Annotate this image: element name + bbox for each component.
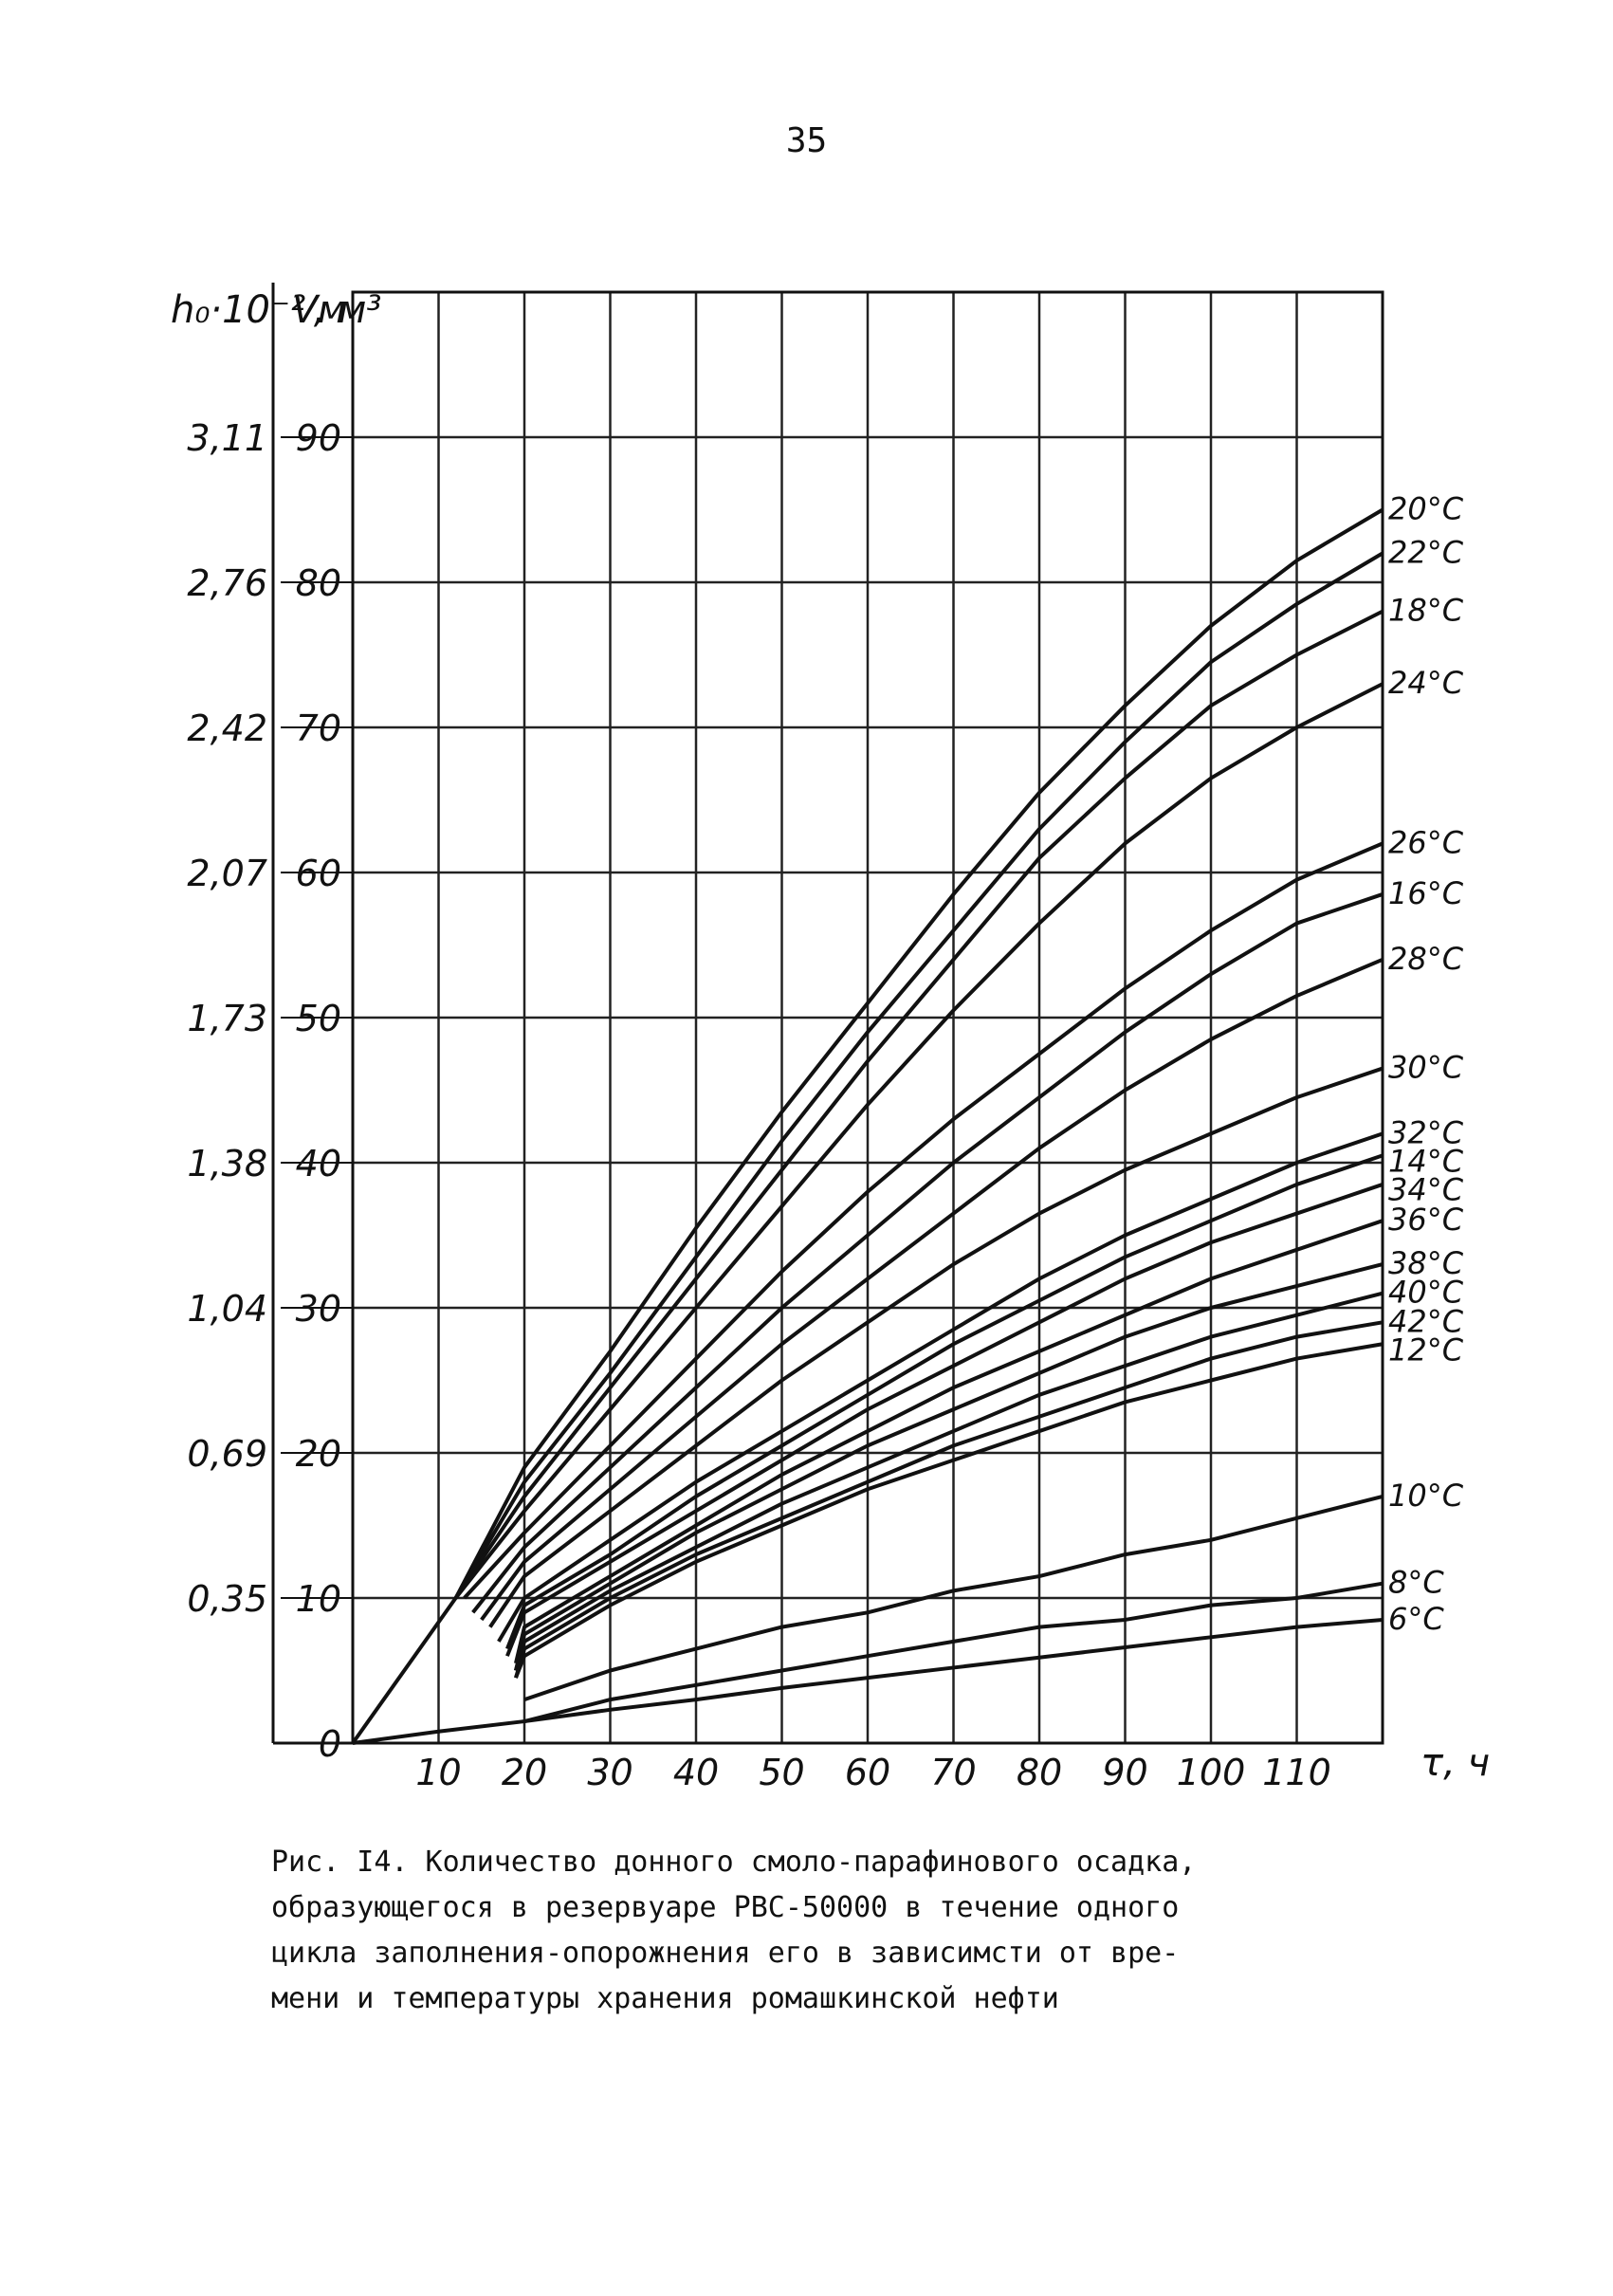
y-tick-label: 40 [296,1143,341,1185]
y2-tick-label: 2,07 [187,853,267,894]
series-line-15 [514,1342,1384,1679]
y-tick-label: 30 [296,1288,341,1330]
y2-tick-label: 1,04 [187,1288,267,1330]
page-number: 35 [785,121,828,160]
series-label: 38°C [1388,1245,1464,1281]
series-line-14 [514,1320,1384,1679]
series-line-11 [514,1219,1384,1664]
series-line-12 [514,1262,1384,1671]
chart-grid [353,292,1383,1743]
series-line-4 [463,841,1384,1600]
y2-tick-label: 0,35 [187,1578,267,1620]
x-tick-label: 70 [930,1752,976,1793]
x-tick-label: 30 [587,1752,632,1793]
x-tick-label: 60 [845,1752,890,1793]
y2-axis-title: h₀·10⁻² м [171,288,346,332]
x-tick-label: 90 [1102,1752,1147,1793]
x-tick-label: 50 [759,1752,804,1793]
y-tick-label: 20 [296,1433,341,1475]
x-tick-label: 80 [1017,1752,1062,1793]
y2-tick-label: 2,76 [187,562,267,604]
series-label: 16°C [1388,875,1464,911]
y-tick-label: 70 [296,707,341,749]
series-label: 36°C [1388,1202,1464,1238]
series-line-13 [514,1291,1384,1672]
series-line-17 [523,1581,1384,1723]
series-label: 22°C [1388,534,1464,570]
series-label: 28°C [1388,941,1464,977]
figure-caption: Рис. I4. Количество донного смоло-парафи… [271,1846,1197,2015]
series-label: 10°C [1388,1478,1464,1514]
series-label: 12°C [1388,1332,1464,1368]
series-label: 40°C [1388,1275,1464,1311]
chart: 10 20 30 40 50 60 70 80 90 100 110 0 10 20 30 40 50 60 70 8… [171,283,1490,1793]
x-tick-label: 40 [673,1752,719,1793]
initial-segment [351,1596,458,1745]
series-label: 26°C [1388,824,1464,860]
series-label: 42°C [1388,1303,1464,1339]
series-line-16 [523,1494,1384,1701]
series-line-10 [505,1183,1384,1657]
y2-tick-label: 3,11 [187,417,267,459]
chart-curves [351,507,1384,1745]
y-tick-label: 90 [296,417,341,459]
y2-tick-label: 0,69 [187,1433,267,1475]
series-label: 8°C [1388,1565,1444,1601]
y-axis-title: V, м³ [292,288,381,332]
y2-tick-label: 2,42 [187,707,267,749]
series-label: 34°C [1388,1171,1464,1207]
series-label: 24°C [1388,665,1464,701]
x-tick-label: 20 [502,1752,547,1793]
x-tick-label: 10 [415,1752,461,1793]
series-label: 6°C [1388,1601,1444,1637]
series-line-7 [488,1066,1384,1628]
series-line-2 [453,609,1384,1600]
x-axis-title: τ, ч [1421,1741,1490,1785]
chart-labels: 10 20 30 40 50 60 70 80 90 100 110 0 10 20 30 40 50 60 70 8… [187,417,1463,1793]
series-line-18 [352,1617,1384,1745]
series-line-5 [471,892,1384,1614]
series-line-0 [453,507,1384,1599]
y-tick-label: 50 [296,998,341,1039]
x-tick-label: 110 [1262,1752,1331,1793]
series-label: 32°C [1388,1114,1464,1150]
series-line-9 [505,1153,1384,1650]
y-tick-label: 60 [296,853,341,894]
series-line-8 [497,1131,1384,1643]
x-tick-label: 100 [1177,1752,1246,1793]
series-line-3 [454,682,1384,1600]
y2-tick-label: 1,73 [187,998,267,1039]
y-tick-label: 0 [319,1723,341,1765]
series-label: 18°C [1388,593,1464,629]
series-label: 30°C [1388,1050,1464,1086]
y-tick-label: 10 [296,1578,341,1620]
series-label: 14°C [1388,1143,1464,1179]
series-line-6 [480,957,1384,1622]
y2-tick-label: 1,38 [187,1143,267,1185]
chart-axes [271,283,1384,1745]
y-tick-label: 80 [296,562,341,604]
series-label: 20°C [1388,491,1464,527]
series-line-1 [453,551,1384,1600]
